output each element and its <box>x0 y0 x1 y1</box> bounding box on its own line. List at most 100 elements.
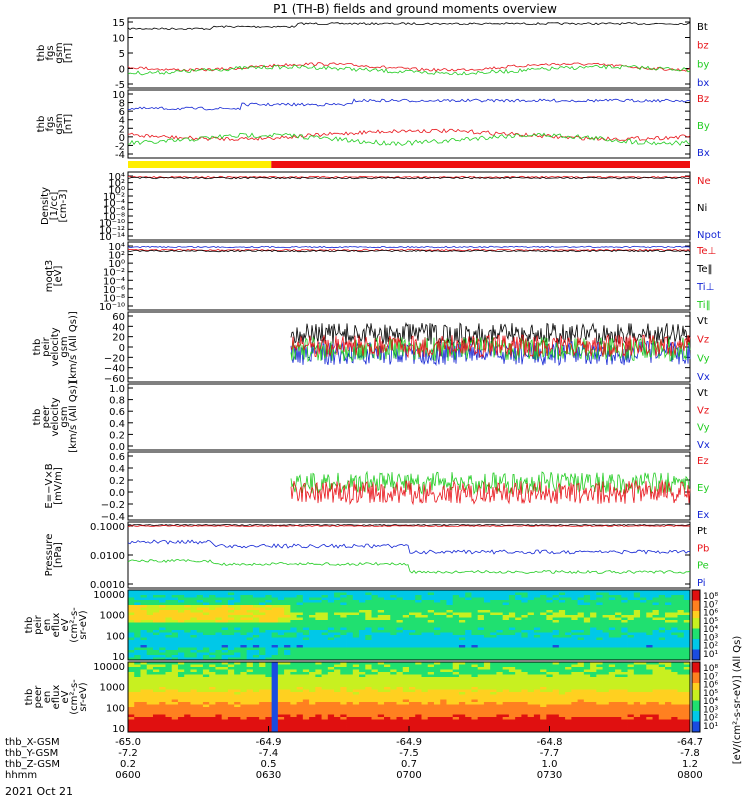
spectrogram-cell <box>440 615 447 618</box>
spectrogram-cell <box>502 637 510 641</box>
spectrogram-cell <box>677 667 685 670</box>
spectrogram-cell <box>590 640 597 643</box>
spectrogram-cell <box>371 617 379 621</box>
series-Pt <box>127 524 691 526</box>
spectrogram-cell <box>452 592 460 596</box>
spectrogram-cell <box>315 617 322 621</box>
spectrogram-cell <box>196 650 204 653</box>
spectrogram-cell <box>515 622 522 626</box>
spectrogram-cell <box>352 607 360 611</box>
spectrogram-cell <box>221 652 229 656</box>
spectrogram-cell <box>633 607 641 611</box>
spectrogram-cell <box>265 722 273 725</box>
spectrogram-cell <box>390 615 397 618</box>
spectrogram-cell <box>371 605 379 608</box>
spectrogram-cell <box>365 635 372 638</box>
spectrogram-cell <box>165 719 173 723</box>
spectrogram-cell <box>677 697 685 700</box>
spectrogram-cell <box>640 647 647 651</box>
spectrogram-cell <box>671 607 678 611</box>
spectrogram-cell <box>683 669 691 673</box>
spectrogram-cell <box>265 717 273 720</box>
y-tick-label: 0.6 <box>109 407 125 418</box>
spectrogram-cell <box>265 679 273 683</box>
spectrogram-cell <box>440 702 447 705</box>
spectrogram-cell <box>327 590 335 593</box>
spectrogram-cell <box>190 664 198 668</box>
spectrogram-cell <box>259 615 266 618</box>
spectrogram-cell <box>496 610 504 613</box>
spectrogram-cell <box>508 664 516 668</box>
spectrogram-cell <box>390 672 397 675</box>
spectrogram-cell <box>402 642 410 646</box>
spectrogram-cell <box>452 647 460 651</box>
spectrogram-cell <box>190 669 198 673</box>
spectrogram-cell <box>165 702 173 705</box>
spectrogram-cell <box>327 655 335 658</box>
spectrogram-cell <box>602 655 610 658</box>
spectrogram-cell <box>515 672 522 675</box>
spectrogram-cell <box>259 627 266 631</box>
spectrogram-cell <box>571 662 578 665</box>
spectrogram-cell <box>565 694 572 698</box>
legend-item: Vy <box>697 423 710 434</box>
spectrogram-cell <box>377 684 385 688</box>
spectrogram-cell <box>215 602 223 606</box>
spectrogram-cell <box>577 669 585 673</box>
spectrogram-cell <box>221 617 229 621</box>
spectrogram-cell <box>221 612 229 616</box>
spectrogram-cell <box>615 652 622 656</box>
spectrogram-cell <box>377 662 385 665</box>
series-Bz <box>128 128 691 142</box>
spectrogram-cell <box>128 689 135 693</box>
spectrogram-cell <box>352 627 360 631</box>
spectrogram-cell <box>359 707 366 710</box>
spectrogram-cell <box>346 709 354 713</box>
spectrogram-cell <box>171 620 179 623</box>
spectrogram-cell <box>608 605 616 608</box>
spectrogram-cell <box>277 622 285 626</box>
spectrogram-cell <box>271 709 279 713</box>
spectrogram-cell <box>583 615 591 618</box>
spectrogram-cell <box>215 640 223 643</box>
spectrogram-cell <box>521 617 529 621</box>
spectrogram-cell <box>159 650 166 653</box>
spectrogram-cell <box>652 632 660 636</box>
spectrogram-cell <box>159 699 166 703</box>
spectrogram-cell <box>658 712 666 715</box>
spectrogram-cell <box>640 687 647 690</box>
spectrogram-cell <box>296 647 304 651</box>
spectrogram-cell <box>165 687 173 690</box>
spectrogram-cell <box>221 600 229 603</box>
spectrogram-cell <box>677 672 685 675</box>
spectrogram-cell <box>671 687 678 690</box>
spectrogram-cell <box>371 645 379 648</box>
spectrogram-cell <box>196 600 204 603</box>
spectrogram-cell <box>309 652 316 656</box>
spectrogram-cell <box>521 627 529 631</box>
spectrogram-cell <box>671 600 678 603</box>
spectrogram-cell <box>640 622 647 626</box>
spectrogram-cell <box>583 607 591 611</box>
spectrogram-cell <box>483 627 491 631</box>
spectrogram-cell <box>265 637 273 641</box>
spectrogram-cell <box>633 664 641 668</box>
spectrogram-cell <box>552 694 560 698</box>
spectrogram-cell <box>184 712 191 715</box>
spectrogram-cell <box>202 625 210 628</box>
spectrogram-cell <box>671 605 678 608</box>
spectrogram-cell <box>259 635 266 638</box>
spectrogram-cell <box>483 714 491 718</box>
spectrogram-cell <box>259 682 266 685</box>
spectrogram-cell <box>496 702 504 705</box>
spectrogram-cell <box>671 637 678 641</box>
spectrogram-cell <box>290 652 297 656</box>
spectrogram-cell <box>215 610 223 613</box>
spectrogram-cell <box>433 669 441 673</box>
spectrogram-cell <box>577 632 585 636</box>
spectrogram-cell <box>665 590 672 593</box>
spectrogram-cell <box>184 684 191 688</box>
spectrogram-cell <box>221 717 229 720</box>
spectrogram-cell <box>540 617 547 621</box>
spectrogram-cell <box>209 650 216 653</box>
